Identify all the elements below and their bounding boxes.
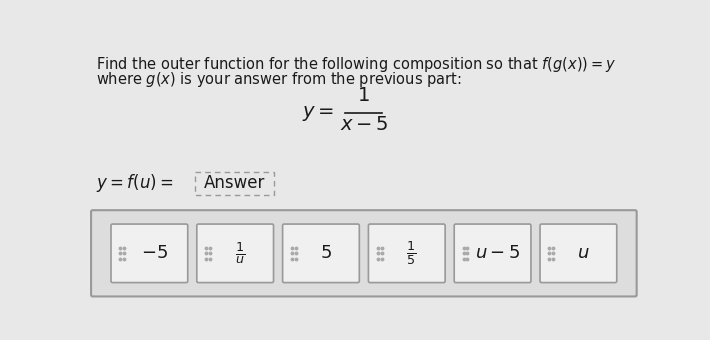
FancyBboxPatch shape [540, 224, 617, 283]
Text: $\frac{1}{5}$: $\frac{1}{5}$ [406, 239, 417, 267]
FancyBboxPatch shape [197, 224, 273, 283]
Text: where $g(x)$ is your answer from the previous part:: where $g(x)$ is your answer from the pre… [97, 70, 462, 89]
Text: 1: 1 [358, 86, 370, 105]
Text: $-5$: $-5$ [141, 244, 168, 262]
FancyBboxPatch shape [283, 224, 359, 283]
FancyBboxPatch shape [195, 172, 274, 195]
Text: $u$: $u$ [577, 244, 589, 262]
Text: $5$: $5$ [320, 244, 332, 262]
Text: $\frac{1}{u}$: $\frac{1}{u}$ [235, 240, 245, 266]
FancyBboxPatch shape [111, 224, 187, 283]
FancyBboxPatch shape [454, 224, 531, 283]
Text: $y=$: $y=$ [302, 104, 334, 123]
FancyBboxPatch shape [91, 210, 637, 296]
Text: $u-5$: $u-5$ [474, 244, 520, 262]
FancyBboxPatch shape [368, 224, 445, 283]
Text: Answer: Answer [204, 174, 265, 192]
Text: Find the outer function for the following composition so that $f(g(x)) = y$: Find the outer function for the followin… [97, 55, 617, 74]
Text: $x-5$: $x-5$ [339, 116, 388, 135]
Text: $y = f(u) =$: $y = f(u) =$ [97, 172, 174, 194]
